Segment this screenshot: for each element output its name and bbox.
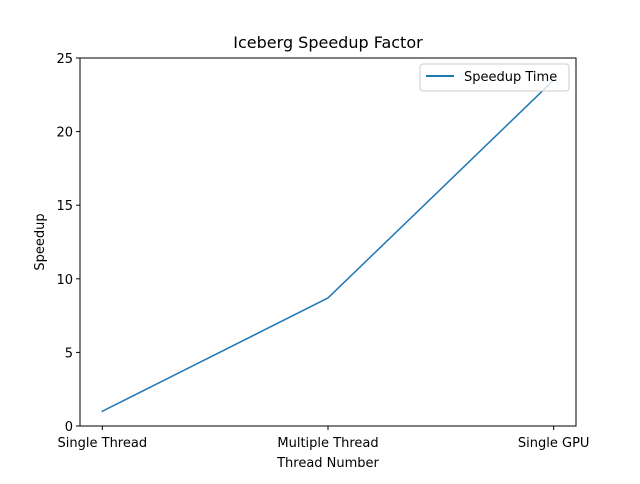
chart-title: Iceberg Speedup Factor: [233, 33, 423, 52]
y-tick-label: 25: [56, 52, 73, 67]
legend-label-speedup-time: Speedup Time: [464, 70, 557, 85]
y-tick-label: 15: [56, 199, 73, 214]
series-line-0: [101, 79, 555, 413]
y-tick-label: 20: [56, 126, 73, 141]
plot-area: 0 5 10 15 20 25 Single Thread Multiple Thread Si…: [56, 52, 589, 451]
legend-box: [419, 63, 570, 92]
x-tick-label: Multiple Thread: [277, 436, 378, 451]
y-axis-label: Speedup: [33, 213, 48, 270]
x-tick-label: Single Thread: [58, 436, 148, 451]
y-tick-label: 10: [56, 273, 73, 288]
plot-frame: [79, 57, 577, 427]
y-tick-label: 0: [65, 420, 73, 435]
x-axis-label: Thread Number: [276, 456, 379, 471]
x-tick-label: Single GPU: [518, 436, 590, 451]
y-tick-label: 5: [65, 346, 73, 361]
legend: Speedup Time: [419, 63, 570, 92]
